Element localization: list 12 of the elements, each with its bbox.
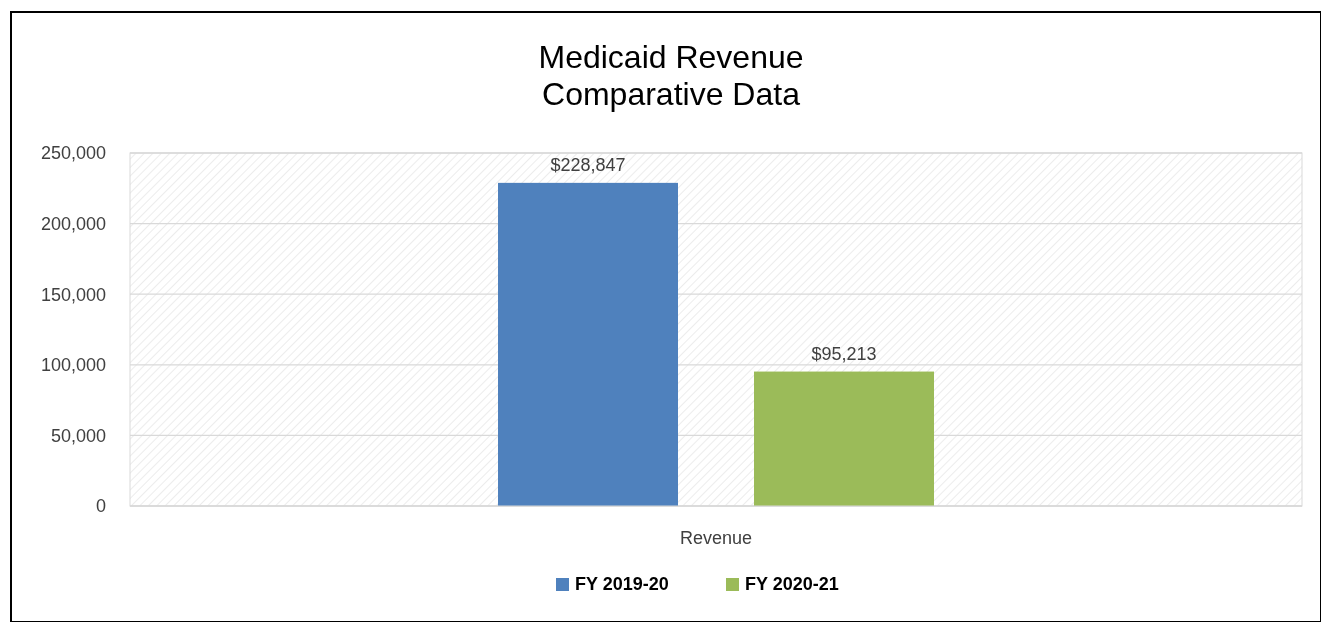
y-tick-label: 50,000 [50, 425, 106, 446]
y-tick-label: 100,000 [40, 355, 106, 376]
data-label: $228,847 [550, 154, 626, 175]
data-label: $95,213 [811, 343, 877, 364]
y-tick-label: 0 [95, 496, 106, 517]
y-tick-label: 200,000 [40, 213, 106, 234]
x-tick-label: Revenue [679, 528, 753, 548]
y-tick-label: 150,000 [40, 284, 106, 305]
legend-label: FY 2019-20 [575, 574, 669, 594]
legend-label: FY 2020-21 [745, 574, 839, 594]
chart-title: Medicaid Revenue Comparative Data [538, 39, 804, 112]
y-tick-label: 250,000 [40, 143, 106, 164]
